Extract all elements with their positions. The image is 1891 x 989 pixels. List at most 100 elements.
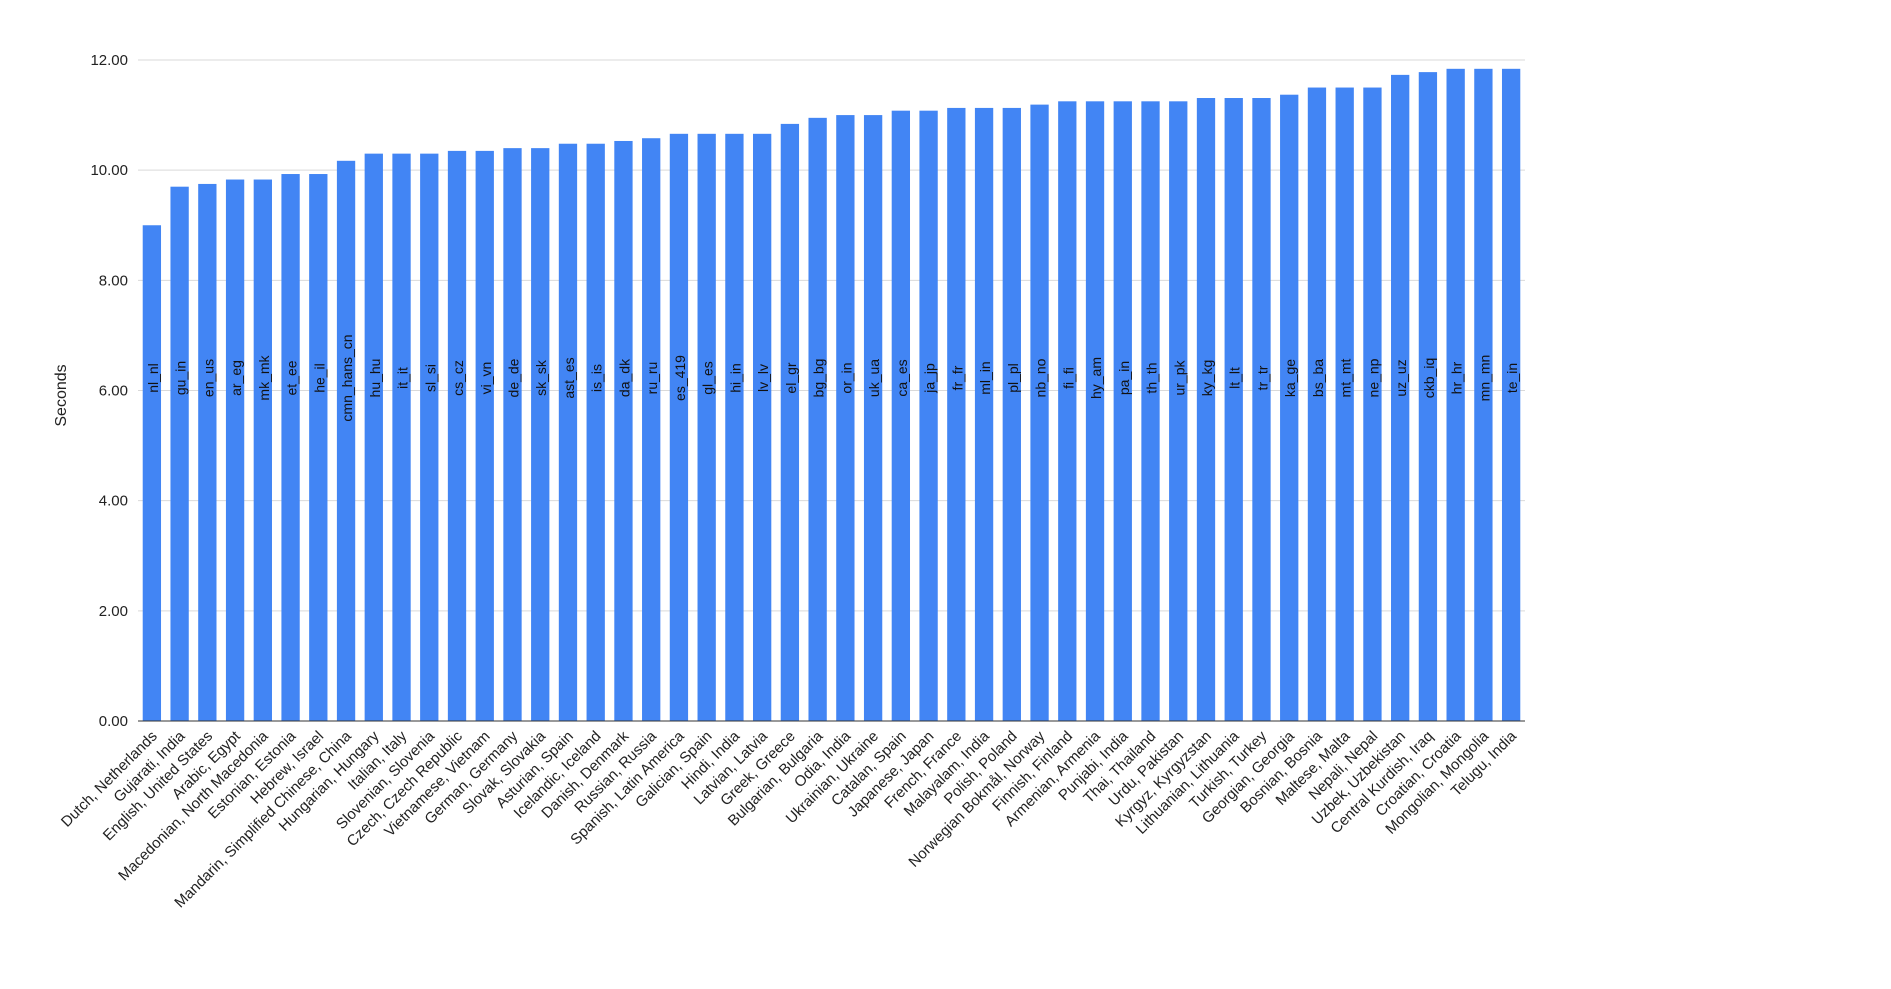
bar-code-label: et_ee	[284, 360, 300, 395]
bar-code-label: uz_uz	[1393, 359, 1409, 396]
bar	[1224, 98, 1243, 721]
y-tick-label: 8.00	[99, 272, 128, 289]
bar	[558, 143, 578, 721]
bar	[1085, 101, 1105, 721]
bar-code-label: hr_hr	[1449, 361, 1465, 394]
bar-code-label: ur_pk	[1171, 359, 1187, 395]
bar	[1113, 101, 1132, 721]
bar-code-label: cs_cz	[450, 360, 466, 396]
bar-code-label: fr_fr	[949, 365, 965, 390]
bar	[1501, 68, 1521, 721]
bar-code-label: ca_es	[894, 359, 910, 396]
bar-code-label: ky_kg	[1199, 360, 1215, 397]
bar	[752, 133, 772, 722]
bar	[447, 150, 467, 721]
y-tick-label: 12.00	[90, 52, 128, 69]
bar	[947, 107, 966, 722]
bar	[1446, 68, 1465, 721]
bar-code-label: lv_lv	[755, 364, 771, 392]
bar-code-label: es_419	[672, 355, 688, 401]
bar	[1169, 101, 1188, 721]
bar-code-label: ast_es	[561, 357, 577, 398]
bar	[142, 225, 162, 721]
bar-code-label: hy_am	[1088, 357, 1104, 399]
bar	[863, 115, 883, 722]
bar	[364, 153, 383, 721]
bar	[642, 138, 661, 722]
bar-code-label: te_in	[1504, 363, 1520, 393]
bar	[336, 160, 356, 722]
y-axis-title: Seconds	[53, 364, 70, 426]
bar-code-label: ar_eg	[228, 360, 244, 396]
bar	[697, 133, 716, 722]
bar-code-label: en_us	[200, 359, 216, 397]
bar	[309, 174, 328, 721]
bar-code-label: uk_ua	[866, 359, 882, 397]
bar-code-label: gu_in	[173, 361, 189, 395]
bar	[1307, 87, 1327, 721]
bar	[669, 133, 689, 722]
bar	[836, 115, 855, 722]
bar-code-label: is_is	[589, 364, 605, 392]
bar	[475, 150, 494, 721]
bar	[919, 110, 938, 722]
bar-code-label: sk_sk	[533, 359, 549, 396]
bar-code-label: hi_in	[727, 363, 743, 393]
bar	[225, 179, 245, 722]
bar	[974, 107, 994, 722]
bar-code-label: lt_lt	[1227, 367, 1243, 389]
bar-code-label: it_it	[395, 367, 411, 389]
bar	[531, 148, 550, 722]
bar-labels: nl_nl gu_in en_us ar_eg mk_mk et_ee he_il cmn_h…	[145, 334, 1520, 421]
bar-code-label: he_il	[311, 363, 327, 393]
y-tick-label: 4.00	[99, 493, 128, 510]
y-tick-label: 6.00	[99, 383, 128, 400]
bar	[1391, 74, 1410, 721]
bar-code-label: ne_np	[1365, 358, 1381, 397]
bar	[586, 143, 605, 721]
bar	[1418, 72, 1438, 721]
y-tick-label: 0.00	[99, 713, 128, 730]
bar-code-label: vi_vn	[478, 362, 494, 395]
bar-code-label: or_in	[838, 362, 854, 393]
bar	[1002, 107, 1021, 722]
bar	[1280, 94, 1299, 721]
bar-code-label: el_gr	[783, 362, 799, 393]
bar-code-label: de_de	[505, 358, 521, 397]
bar-code-label: cmn_hans_cn	[339, 334, 355, 421]
bar-code-label: mk_mk	[256, 354, 272, 400]
bar	[891, 110, 911, 722]
bar	[253, 179, 272, 722]
bar-code-label: nl_nl	[145, 363, 161, 393]
bar	[281, 174, 300, 721]
bar-code-label: ka_ge	[1282, 359, 1298, 397]
bar-code-label: ckb_iq	[1421, 358, 1437, 398]
bar-code-label: ja_jp	[922, 363, 938, 394]
bar	[1030, 104, 1049, 722]
bar	[725, 133, 744, 722]
bar	[1058, 101, 1077, 721]
bar	[1196, 98, 1216, 721]
bar-code-label: bg_bg	[811, 359, 827, 398]
bar	[1335, 87, 1354, 721]
bar-code-label: sl_si	[422, 364, 438, 392]
bar-code-label: hu_hu	[367, 359, 383, 398]
bar	[392, 153, 411, 721]
bar	[1474, 68, 1493, 721]
bar-code-label: bs_ba	[1310, 359, 1326, 397]
bar-code-label: mn_mn	[1476, 355, 1492, 402]
y-tick-label: 2.00	[99, 603, 128, 620]
bar	[170, 186, 189, 722]
bar-code-label: th_th	[1144, 362, 1160, 393]
bar	[1141, 101, 1160, 721]
bar-code-label: mt_mt	[1338, 358, 1354, 397]
bar-code-label: gl_es	[700, 361, 716, 394]
bar	[420, 153, 439, 721]
bars	[142, 68, 1521, 722]
bar	[614, 140, 633, 721]
bar-code-label: tr_tr	[1254, 365, 1270, 390]
bar-code-label: da_dk	[616, 358, 632, 397]
bar-code-label: nb_no	[1033, 358, 1049, 397]
